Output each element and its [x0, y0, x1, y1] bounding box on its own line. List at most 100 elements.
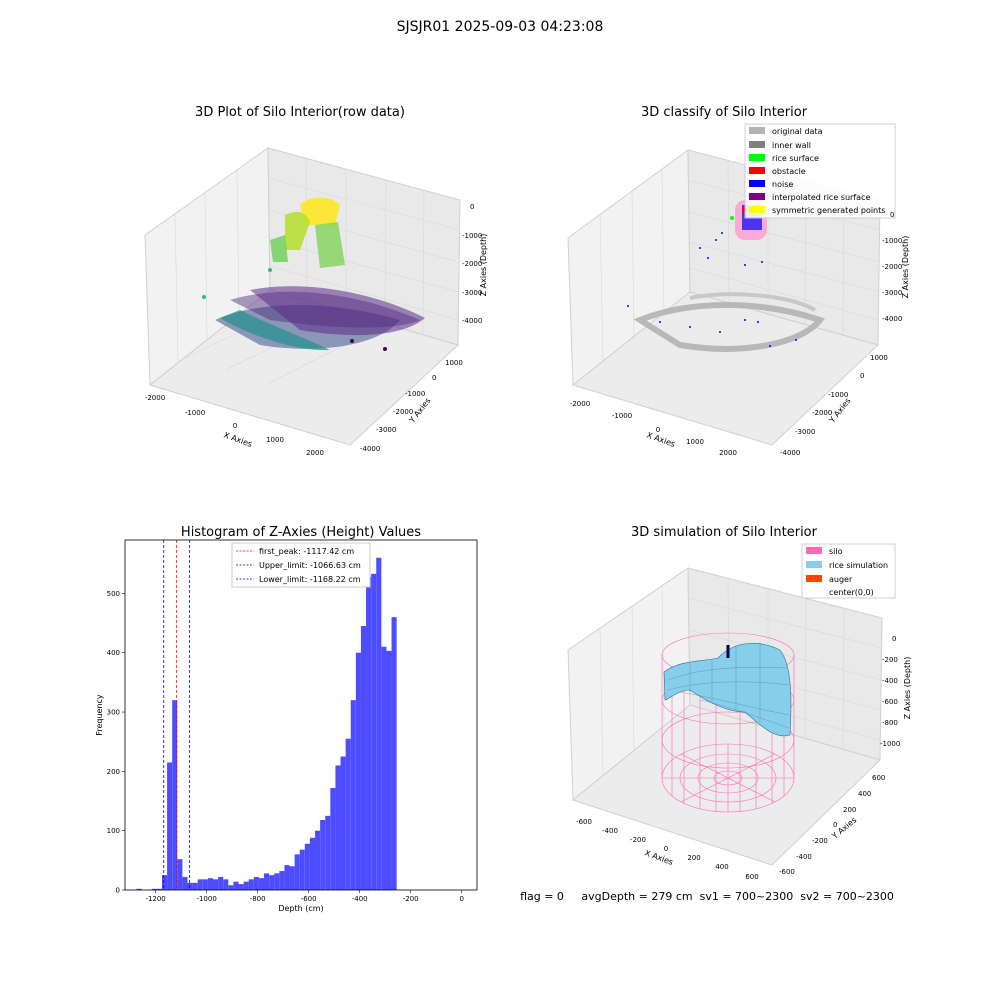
histogram-ytick-label: 200: [107, 768, 120, 776]
raw-ztick: -4000: [462, 317, 482, 325]
raw-ytick: 1000: [445, 359, 463, 367]
simulation-ytick: 600: [872, 774, 885, 782]
histogram-bar: [218, 876, 224, 890]
histogram-xlabel: Depth (cm): [278, 904, 323, 913]
raw-xtick: 2000: [306, 449, 324, 457]
histogram-ytick-label: 500: [107, 590, 120, 598]
simulation-legend-label: center(0,0): [829, 588, 874, 597]
histogram-bar: [335, 765, 341, 890]
histogram-bar: [202, 879, 208, 890]
histogram-bar: [376, 557, 382, 890]
raw-xtick: 1000: [266, 436, 284, 444]
histogram-bar: [315, 830, 321, 890]
simulation-tick-labels: -600 -400 -200 0 200 400 600 600 400 200…: [576, 635, 900, 881]
histogram-bar: [197, 879, 203, 890]
classify-ztick: -1000: [882, 237, 902, 245]
histogram-title: Histogram of Z-Axies (Height) Values: [181, 525, 421, 540]
simulation-xtick: -600: [576, 818, 592, 826]
histogram-bar: [289, 866, 295, 890]
classify-legend-label: noise: [772, 180, 793, 189]
classify-ytick: -1000: [828, 391, 848, 399]
raw-xlabel: X Axies: [222, 430, 253, 449]
histogram-bar: [187, 882, 193, 890]
histogram-xticks: -1200 -1000 -800 -600 -400 -200 0: [145, 890, 464, 903]
simulation-ytick: -400: [796, 853, 812, 861]
raw-xtick: -1000: [185, 409, 205, 417]
classify-xtick: -1000: [612, 412, 632, 420]
panel-classify-3d: 3D classify of Silo Interior: [567, 105, 910, 457]
figure-suptitle: SJSJR01 2025-09-03 04:23:08: [397, 19, 604, 35]
simulation-legend-label: auger: [829, 575, 853, 584]
simulation-ytick: 0: [833, 821, 837, 829]
simulation-xtick: 0: [664, 845, 668, 853]
histogram-bar: [309, 837, 316, 890]
histogram-bar: [182, 876, 188, 890]
histogram-bar: [360, 626, 367, 890]
raw-xtick: -2000: [145, 394, 165, 402]
histogram-bar: [391, 617, 397, 890]
raw-ytick: -1000: [405, 390, 425, 398]
histogram-bar: [269, 875, 275, 890]
classify-ytick: 1000: [870, 354, 888, 362]
histogram-xtick-label: -1000: [196, 895, 216, 903]
simulation-legend: silo rice simulation auger center(0,0): [801, 543, 896, 599]
panel-histogram: Histogram of Z-Axies (Height) Values -12…: [95, 525, 478, 913]
histogram-bar: [233, 881, 239, 890]
simulation-title: 3D simulation of Silo Interior: [631, 525, 818, 540]
histogram-bar: [355, 652, 361, 890]
raw-xtick: 0: [233, 422, 237, 430]
histogram-xtick-label: 0: [459, 895, 463, 903]
classify-ytick: -4000: [780, 449, 800, 457]
raw-ztick: -3000: [462, 289, 482, 297]
raw-ytick: 0: [432, 374, 436, 382]
histogram-bar: [258, 878, 265, 890]
histogram-bar: [192, 882, 198, 890]
histogram-bar: [172, 700, 178, 890]
histogram-xtick-label: -800: [250, 895, 266, 903]
histogram-bar: [320, 820, 326, 890]
simulation-ztick: -200: [882, 656, 898, 664]
histogram-threshold-lines: [163, 540, 191, 890]
histogram-xtick-label: -600: [301, 895, 317, 903]
classify-legend-label: obstacle: [772, 167, 806, 176]
histogram-bar: [366, 576, 372, 890]
simulation-ytick: -600: [779, 868, 795, 876]
status-text: flag = 0 avgDepth = 279 cm sv1 = 700~230…: [520, 890, 894, 903]
raw-tick-labels: -2000 -1000 0 1000 2000 1000 0 -1000 -20…: [145, 203, 483, 457]
classify-legend: original data inner wall rice surface ob…: [744, 123, 896, 219]
simulation-xtick: -400: [602, 827, 618, 835]
classify-legend-label: inner wall: [772, 141, 811, 150]
histogram-bar: [264, 873, 270, 890]
simulation-xtick: 400: [715, 863, 728, 871]
histogram-bar: [177, 859, 183, 890]
classify-ztick: 0: [890, 211, 894, 219]
histogram-yticks: 0 100 200 300 400 500: [107, 590, 125, 895]
classify-ytick: 0: [860, 372, 864, 380]
panel-raw-3d: 3D Plot of Silo Interior(row data): [144, 105, 488, 457]
histogram-ytick-label: 300: [107, 709, 120, 717]
histogram-bar: [381, 646, 387, 890]
raw-zlabel: Z Axies (Depth): [479, 234, 488, 297]
histogram-axes-frame: [124, 539, 478, 891]
simulation-ytick: -200: [812, 837, 828, 845]
raw-ztick: -2000: [462, 260, 482, 268]
simulation-ztick: -400: [882, 677, 898, 685]
classify-ztick: -4000: [882, 315, 902, 323]
classify-legend-label: symmetric generated points: [772, 206, 885, 215]
raw-ytick: -4000: [360, 445, 380, 453]
histogram-legend-label: Lower_limit: -1168.22 cm: [259, 575, 361, 584]
simulation-ztick: -800: [882, 719, 898, 727]
histogram-legend-label: first_peak: -1117.42 cm: [259, 547, 354, 556]
classify-xlabel: X Axies: [645, 430, 676, 449]
histogram-bar: [304, 843, 310, 890]
raw-ytick: -3000: [376, 426, 396, 434]
histogram-bar: [156, 888, 162, 890]
raw-title: 3D Plot of Silo Interior(row data): [195, 105, 405, 120]
classify-title: 3D classify of Silo Interior: [641, 105, 808, 120]
classify-legend-label: rice surface: [772, 154, 819, 163]
histogram-bar: [223, 879, 229, 890]
histogram-ytick-label: 400: [107, 649, 120, 657]
histogram-legend: first_peak: -1117.42 cm Upper_limit: -10…: [231, 542, 371, 588]
histogram-bar: [238, 884, 244, 890]
